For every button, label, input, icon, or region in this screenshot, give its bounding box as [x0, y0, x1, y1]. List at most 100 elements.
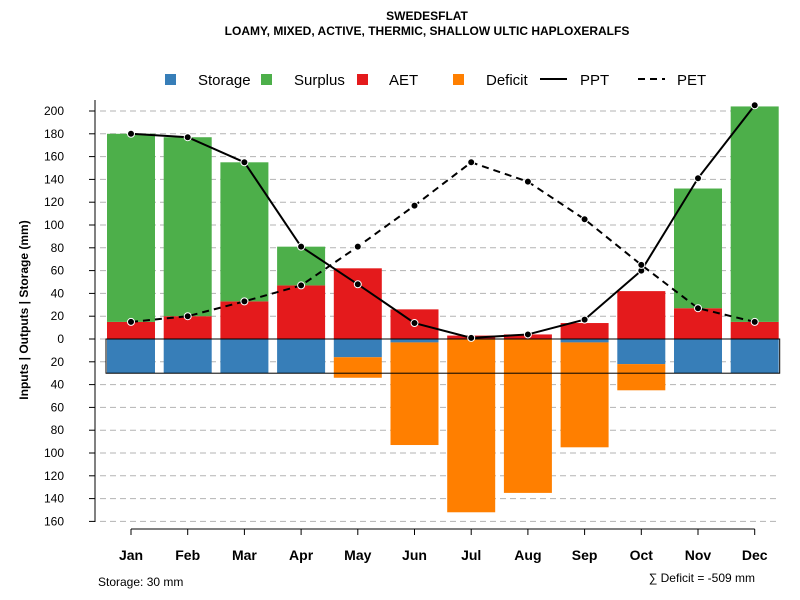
storage-bar — [560, 339, 609, 343]
gridlines — [100, 110, 780, 522]
y-tick-label: 20 — [51, 355, 65, 369]
x-tick-label: Apr — [289, 547, 314, 563]
aet-legend-label: AET — [389, 72, 418, 89]
deficit-bar — [333, 357, 382, 378]
storage-bar — [333, 339, 382, 358]
deficit-legend-label: Deficit — [486, 72, 529, 89]
pet-point — [523, 177, 532, 186]
pet-point — [467, 158, 476, 167]
surplus-bar — [730, 106, 779, 322]
aet-bar — [220, 301, 269, 339]
surplus-legend-swatch — [261, 74, 272, 85]
ppt-point — [750, 101, 759, 110]
x-tick-label: Jul — [461, 547, 481, 563]
surplus-bar — [220, 162, 269, 302]
deficit-bar — [447, 339, 496, 513]
surplus-bar — [277, 246, 326, 286]
aet-bar — [560, 323, 609, 339]
pet-point — [694, 304, 702, 313]
ppt-point — [297, 242, 306, 251]
x-tick-label: Aug — [514, 547, 541, 563]
y-tick-label: 80 — [51, 241, 65, 255]
aet-bar — [277, 285, 326, 339]
ppt-point — [240, 158, 249, 167]
storage-bar — [674, 339, 722, 374]
aet-bar — [333, 268, 382, 339]
y-tick-label: 160 — [44, 514, 64, 528]
ppt-legend-label: PPT — [580, 72, 609, 89]
y-axis-title: Inputs | Outputs | Storage (mm) — [17, 220, 31, 399]
x-tick-label: Jun — [402, 547, 427, 563]
storage-legend-label: Storage — [198, 72, 251, 89]
ppt-point — [467, 333, 476, 342]
pet-point — [750, 317, 759, 326]
deficit-note: ∑ Deficit = -509 mm — [649, 571, 755, 585]
pet-point — [637, 260, 646, 269]
storage-bar — [220, 339, 269, 374]
y-tick-label: 100 — [44, 218, 64, 232]
y-tick-label: 180 — [44, 127, 64, 141]
ppt-point — [523, 330, 532, 339]
aet-bar — [107, 321, 155, 339]
y-tick-label: 100 — [44, 446, 64, 460]
lines — [127, 101, 759, 342]
pet-line — [130, 161, 755, 323]
storage-bar — [163, 339, 212, 374]
y-tick-label: 140 — [44, 492, 64, 506]
y-tick-label: 80 — [51, 423, 65, 437]
pet-point — [410, 201, 419, 210]
y-tick-label: 60 — [51, 264, 65, 278]
deficit-bar — [560, 342, 609, 448]
pet-point — [127, 317, 135, 326]
storage-bar — [107, 339, 155, 374]
x-tick-label: Feb — [175, 547, 200, 563]
pet-point — [580, 215, 589, 224]
y-tick-label: 60 — [51, 400, 65, 414]
y-tick-label: 200 — [44, 104, 64, 118]
surplus-bar — [107, 133, 155, 322]
legend: Storage Surplus AET Deficit PPT PET — [165, 72, 706, 89]
y-tick-label: 0 — [57, 332, 64, 346]
x-tick-label: May — [344, 547, 371, 563]
aet-bar — [674, 308, 722, 339]
pet-point — [183, 312, 192, 321]
ppt-point — [127, 129, 135, 138]
ppt-point — [580, 315, 589, 324]
chart-subtitle: LOAMY, MIXED, ACTIVE, THERMIC, SHALLOW U… — [225, 24, 630, 38]
aet-bar — [730, 321, 779, 339]
pet-point — [240, 297, 249, 306]
deficit-bar — [617, 364, 666, 391]
axes: 2001801601401201008060402002040608010012… — [44, 100, 768, 563]
ppt-point — [694, 174, 702, 183]
x-tick-label: Dec — [742, 547, 768, 563]
pet-point — [353, 242, 362, 251]
deficit-legend-swatch — [453, 74, 464, 85]
y-tick-label: 120 — [44, 195, 64, 209]
y-tick-label: 20 — [51, 309, 65, 323]
x-tick-label: Oct — [630, 547, 654, 563]
pet-legend-label: PET — [677, 72, 706, 89]
storage-capacity-outline — [105, 338, 781, 374]
aet-legend-swatch — [357, 74, 368, 85]
x-tick-label: Jan — [119, 547, 143, 563]
deficit-bar — [503, 339, 552, 493]
bars — [107, 106, 779, 513]
y-tick-label: 120 — [44, 469, 64, 483]
x-tick-label: Nov — [685, 547, 712, 563]
ppt-line — [130, 104, 756, 339]
ppt-point — [410, 319, 419, 328]
storage-legend-swatch — [165, 74, 176, 85]
ppt-point — [183, 133, 192, 142]
deficit-bar — [390, 342, 439, 446]
surplus-bar — [674, 188, 722, 309]
chart-title: SWEDESFLAT — [386, 9, 468, 23]
y-tick-label: 140 — [44, 172, 64, 186]
y-tick-label: 40 — [51, 378, 65, 392]
x-tick-label: Sep — [572, 547, 598, 563]
surplus-bar — [163, 137, 212, 317]
surplus-legend-label: Surplus — [294, 72, 345, 89]
pet-point — [297, 281, 306, 290]
storage-bar — [730, 339, 779, 374]
storage-box — [105, 338, 781, 374]
